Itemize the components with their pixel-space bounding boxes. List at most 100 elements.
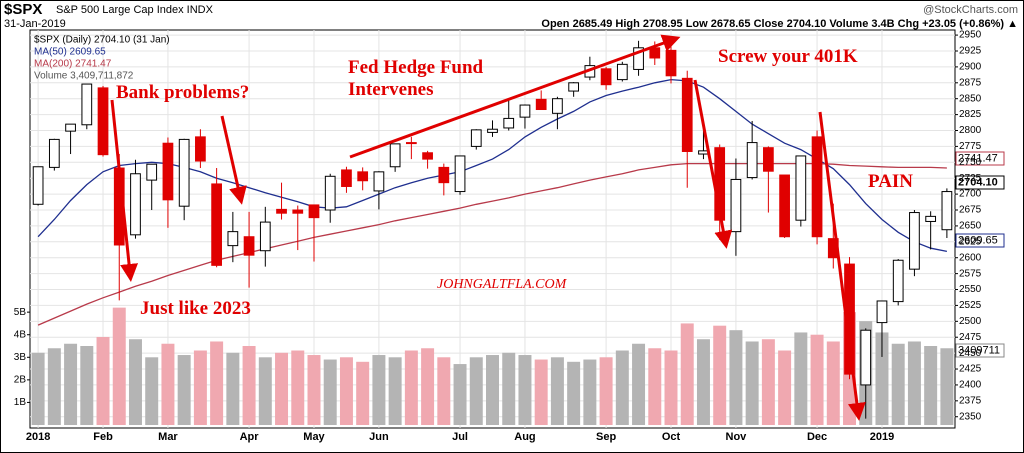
candle-body bbox=[795, 155, 807, 221]
price-label: 2704.10 bbox=[958, 176, 998, 188]
y-tick-label: 2725 bbox=[959, 173, 982, 184]
candle-body bbox=[65, 123, 76, 132]
volume-bar bbox=[339, 357, 353, 425]
price-label: 2741.47 bbox=[958, 152, 998, 164]
candle-body bbox=[909, 212, 920, 270]
candle-body bbox=[422, 152, 433, 160]
candle-body bbox=[470, 129, 482, 147]
candle-body bbox=[552, 98, 563, 114]
candle-body bbox=[535, 98, 547, 111]
candle-body bbox=[746, 142, 758, 179]
x-tick-label: Jun bbox=[369, 431, 389, 443]
volume-bar bbox=[437, 357, 451, 425]
y-tick-label: 2800 bbox=[959, 125, 982, 136]
volume-bar bbox=[924, 346, 938, 425]
candle-body bbox=[276, 208, 287, 214]
volume-bar bbox=[356, 361, 370, 425]
x-tick-label: Apr bbox=[240, 431, 260, 443]
candle-body bbox=[130, 173, 141, 236]
candle-body bbox=[665, 49, 677, 77]
annotation: Intervenes bbox=[348, 79, 433, 100]
volume-bar bbox=[567, 361, 581, 425]
y-tick-label: 2875 bbox=[959, 77, 982, 88]
candle-body bbox=[779, 174, 790, 238]
volume-bar bbox=[291, 350, 305, 425]
legend-ma200: MA(200) 2741.47 bbox=[34, 59, 112, 70]
source: @StockCharts.com bbox=[923, 4, 1018, 16]
price-label: 2609.65 bbox=[958, 234, 998, 246]
annotation: Screw your 401K bbox=[718, 46, 858, 67]
candle-body bbox=[48, 138, 60, 168]
arrow bbox=[818, 111, 866, 421]
x-tick-label: Feb bbox=[93, 431, 113, 443]
candle-body bbox=[227, 231, 239, 247]
volume-bar bbox=[372, 355, 386, 425]
candle-body bbox=[357, 171, 369, 182]
legend-price: $SPX (Daily) 2704.10 (31 Jan) bbox=[34, 35, 170, 46]
price-box bbox=[955, 151, 1005, 166]
candle-body bbox=[259, 221, 271, 252]
price-box bbox=[955, 343, 1005, 358]
candle-body bbox=[341, 169, 352, 187]
y-tick-label: 2375 bbox=[959, 395, 982, 406]
volume-bar bbox=[875, 332, 889, 425]
volume-bar bbox=[534, 359, 548, 425]
y2-tick-label: 3B bbox=[14, 352, 27, 363]
price-box bbox=[955, 233, 1005, 248]
volume-bar bbox=[96, 336, 110, 425]
volume-bar bbox=[193, 350, 207, 425]
volume-bar bbox=[891, 343, 905, 425]
volume-bar bbox=[469, 357, 483, 425]
volume-bar bbox=[323, 359, 337, 425]
y-tick-label: 2600 bbox=[959, 252, 982, 263]
candle-body bbox=[892, 259, 904, 303]
y-tick-label: 2525 bbox=[959, 300, 982, 311]
volume-bar bbox=[64, 343, 78, 425]
x-tick-label: Oct bbox=[662, 431, 681, 443]
y-tick-label: 2750 bbox=[959, 157, 982, 168]
quote: Open 2685.49 High 2708.95 Low 2678.65 Cl… bbox=[541, 18, 1018, 30]
volume-bar bbox=[810, 334, 824, 425]
candle-body bbox=[811, 136, 823, 238]
y2-tick-label: 5B bbox=[14, 307, 27, 318]
volume-bar bbox=[177, 355, 191, 425]
y-tick-label: 2900 bbox=[959, 62, 982, 73]
candle-body bbox=[438, 166, 450, 184]
volume-bar bbox=[80, 346, 94, 425]
candle-body bbox=[681, 77, 693, 152]
candle-body bbox=[454, 155, 466, 193]
x-tick-label: Mar bbox=[158, 431, 178, 443]
volume-bar bbox=[210, 341, 224, 425]
candle-body bbox=[616, 63, 628, 81]
volume-bar bbox=[226, 352, 240, 425]
candle-body bbox=[925, 215, 937, 222]
volume-bar bbox=[258, 357, 272, 425]
volume-bar bbox=[421, 348, 435, 425]
y-tick-label: 2450 bbox=[959, 348, 982, 359]
volume-bar bbox=[664, 350, 678, 425]
annotation: Bank problems? bbox=[116, 82, 249, 103]
y-tick-label: 2575 bbox=[959, 268, 982, 279]
annotation: PAIN bbox=[868, 171, 913, 192]
x-tick-label: Jul bbox=[452, 431, 468, 443]
volume-bar bbox=[648, 348, 662, 425]
arrow bbox=[693, 79, 733, 249]
arrow bbox=[220, 115, 247, 205]
volume-bar bbox=[729, 330, 743, 425]
subtitle: S&P 500 Large Cap Index INDX bbox=[56, 4, 214, 16]
volume-bar bbox=[275, 352, 289, 425]
candle-body bbox=[600, 68, 612, 86]
candle-body bbox=[162, 142, 174, 201]
annotation: Fed Hedge Fund bbox=[348, 57, 484, 78]
volume-bar bbox=[307, 355, 321, 425]
y-tick-label: 2350 bbox=[959, 411, 982, 422]
moving-average-line bbox=[37, 78, 948, 253]
volume-bar bbox=[680, 323, 694, 425]
x-tick-label: Dec bbox=[807, 431, 827, 443]
x-tick-label: 2018 bbox=[26, 431, 50, 443]
volume-bar bbox=[794, 332, 808, 425]
candle-body bbox=[860, 329, 872, 386]
candle-body bbox=[308, 204, 320, 219]
volume-bar bbox=[145, 357, 159, 425]
